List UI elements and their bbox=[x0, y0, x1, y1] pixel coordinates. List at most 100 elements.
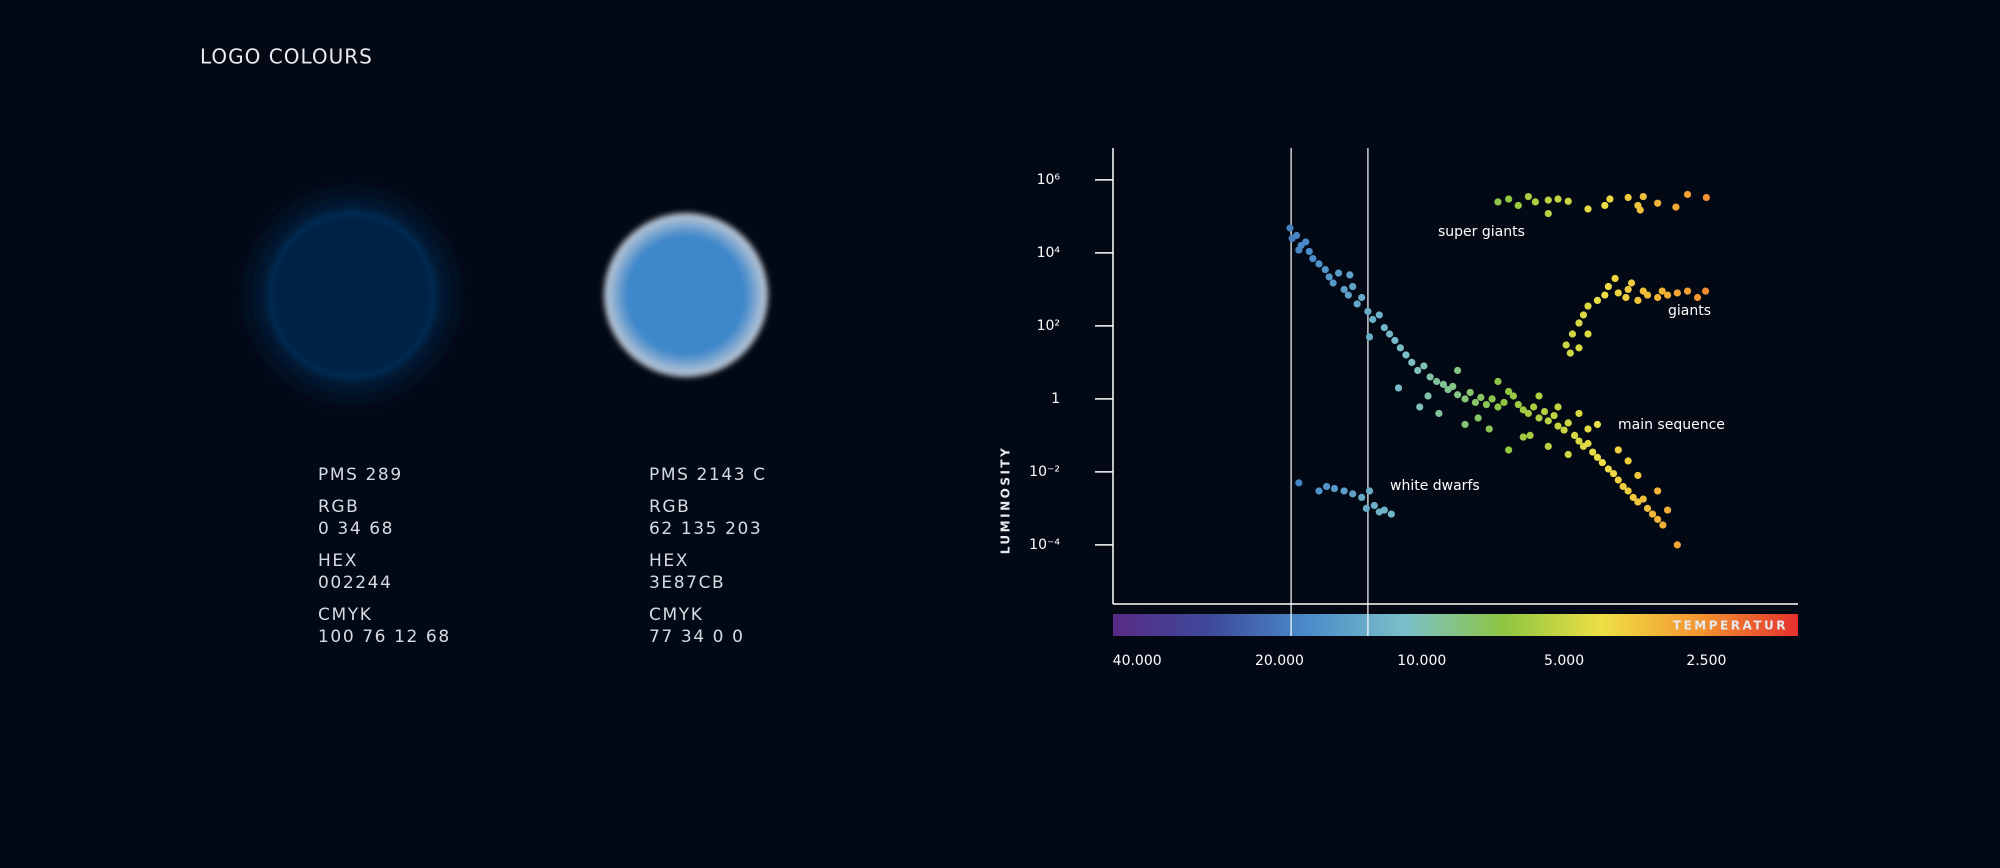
star-point bbox=[1575, 319, 1583, 327]
star-point bbox=[1658, 287, 1666, 295]
y-tick-label: 10² bbox=[1037, 318, 1060, 334]
star-point bbox=[1575, 437, 1583, 445]
star-point bbox=[1321, 265, 1329, 274]
star-point bbox=[1614, 476, 1622, 484]
star-point bbox=[1362, 504, 1370, 512]
star-point bbox=[1322, 482, 1331, 491]
star-point bbox=[1672, 203, 1680, 211]
star-point bbox=[1624, 285, 1632, 294]
star-point bbox=[1634, 471, 1642, 480]
star-point bbox=[1466, 388, 1474, 397]
star-point bbox=[1519, 406, 1527, 414]
star-point bbox=[1634, 296, 1642, 305]
y-tick-label: 10⁶ bbox=[1037, 172, 1061, 188]
star-point bbox=[1461, 395, 1469, 403]
star-point bbox=[1606, 195, 1614, 203]
star-point bbox=[1648, 510, 1657, 518]
star-point bbox=[1420, 362, 1428, 370]
star-point bbox=[1353, 300, 1361, 308]
star-point bbox=[1416, 403, 1424, 411]
y-tick-label: 10⁻² bbox=[1029, 464, 1060, 480]
star-point bbox=[1295, 246, 1303, 254]
star-point bbox=[1505, 446, 1513, 454]
star-point bbox=[1554, 195, 1562, 203]
star-point bbox=[1340, 487, 1348, 495]
swatch-text: PMS 289 bbox=[318, 465, 403, 485]
star-point bbox=[1634, 498, 1642, 506]
y-tick-label: 10⁻⁴ bbox=[1029, 537, 1060, 553]
swatch-text: PMS 2143 C bbox=[649, 465, 767, 485]
star-point bbox=[1575, 344, 1583, 352]
page-title: LOGO COLOURS bbox=[200, 45, 373, 69]
star-point bbox=[1488, 395, 1496, 403]
star-point bbox=[1535, 392, 1543, 400]
star-point bbox=[1364, 307, 1372, 315]
star-point bbox=[1683, 190, 1692, 199]
star-point bbox=[1624, 457, 1632, 465]
y-axis-label: LUMINOSITY bbox=[999, 446, 1013, 555]
star-point bbox=[1584, 425, 1592, 433]
star-point bbox=[1302, 238, 1310, 246]
star-point bbox=[1693, 293, 1702, 302]
star-point bbox=[1387, 510, 1395, 518]
star-point bbox=[1375, 311, 1383, 319]
star-point bbox=[1544, 417, 1552, 425]
star-point bbox=[1435, 409, 1443, 418]
star-point bbox=[1611, 274, 1619, 283]
star-point bbox=[1663, 506, 1672, 514]
x-tick-label: 10.000 bbox=[1397, 653, 1446, 669]
star-point bbox=[1604, 465, 1612, 473]
star-point bbox=[1482, 400, 1490, 409]
swatch-text: CMYK bbox=[318, 605, 372, 625]
star-point bbox=[1295, 479, 1303, 487]
star-point bbox=[1639, 192, 1647, 201]
star-point bbox=[1391, 336, 1399, 345]
group-label: super giants bbox=[1438, 224, 1525, 240]
star-point bbox=[1494, 403, 1502, 411]
star-point bbox=[1701, 287, 1710, 295]
star-point bbox=[1654, 199, 1662, 207]
star-point bbox=[1544, 442, 1552, 450]
star-point bbox=[1471, 398, 1480, 407]
star-point bbox=[1659, 521, 1667, 529]
star-point bbox=[1639, 495, 1647, 503]
star-point bbox=[1370, 501, 1378, 510]
star-point bbox=[1485, 425, 1493, 433]
star-point bbox=[1369, 315, 1377, 324]
star-point bbox=[1509, 392, 1518, 400]
star-point bbox=[1624, 487, 1632, 495]
star-point bbox=[1519, 433, 1527, 441]
star-point bbox=[1643, 504, 1652, 512]
star-point bbox=[1584, 205, 1592, 213]
star-point bbox=[1673, 289, 1681, 297]
star-point bbox=[1358, 293, 1366, 302]
star-point bbox=[1654, 293, 1662, 302]
star-point bbox=[1365, 333, 1374, 341]
swatch-text: HEX bbox=[318, 551, 358, 571]
star-point bbox=[1601, 201, 1609, 210]
star-point bbox=[1619, 482, 1627, 491]
swatch-text: RGB bbox=[649, 497, 690, 517]
star-point bbox=[1562, 341, 1570, 349]
swatch bbox=[604, 213, 768, 377]
star-point bbox=[1544, 209, 1552, 218]
star-point bbox=[1494, 377, 1502, 386]
star-point bbox=[1449, 382, 1457, 391]
star-point bbox=[1433, 377, 1441, 386]
star-point bbox=[1593, 420, 1602, 429]
star-point bbox=[1535, 414, 1543, 422]
star-point bbox=[1426, 373, 1434, 381]
star-point bbox=[1453, 366, 1462, 375]
star-point bbox=[1494, 198, 1502, 206]
star-point bbox=[1683, 287, 1692, 295]
swatch-text: 62 135 203 bbox=[649, 519, 762, 539]
star-point bbox=[1325, 273, 1333, 281]
swatch-text: 002244 bbox=[318, 573, 393, 593]
star-point bbox=[1622, 293, 1630, 302]
y-tick-label: 1 bbox=[1051, 391, 1060, 407]
star-point bbox=[1524, 192, 1532, 201]
star-point bbox=[1330, 484, 1339, 493]
swatch bbox=[268, 211, 436, 379]
star-point bbox=[1396, 344, 1404, 352]
x-tick-label: 5.000 bbox=[1544, 653, 1584, 669]
